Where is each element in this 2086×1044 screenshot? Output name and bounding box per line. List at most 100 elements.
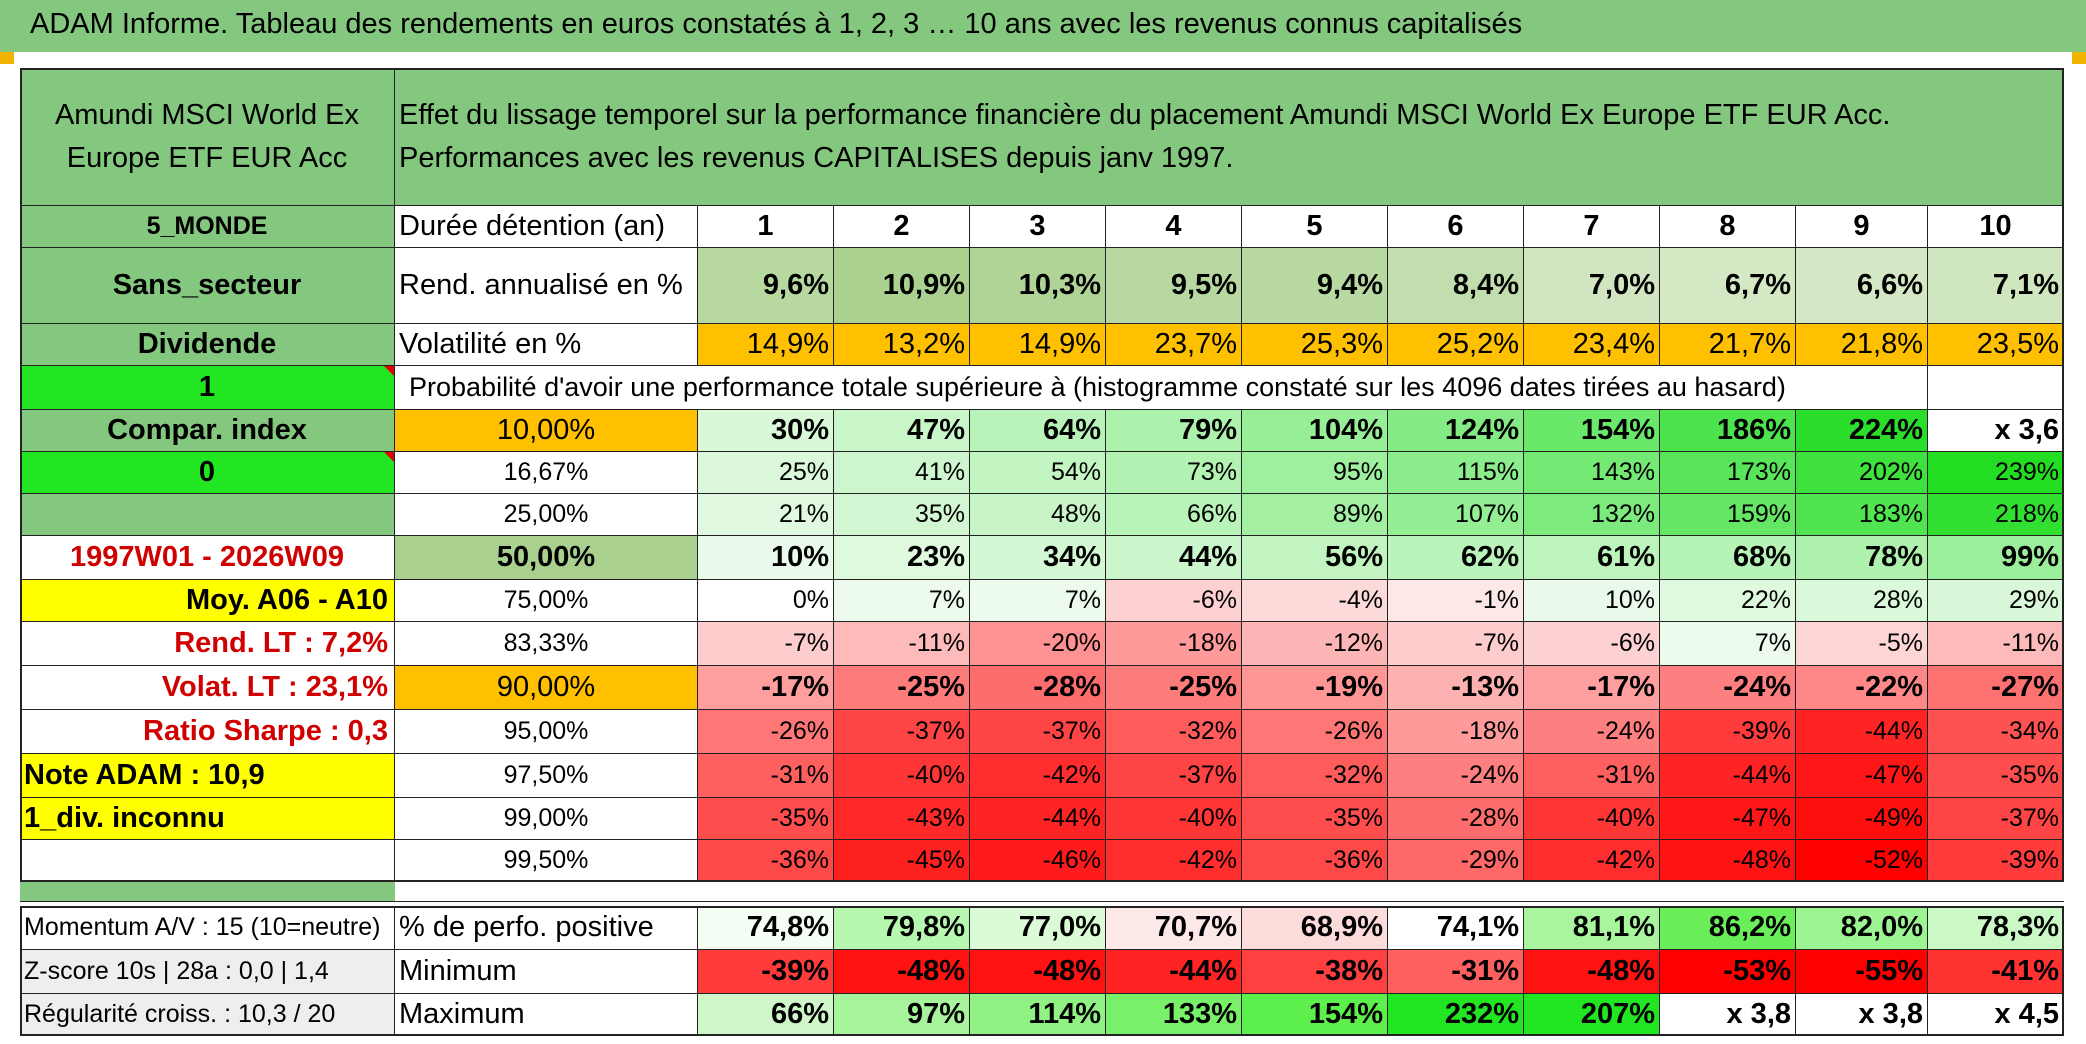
maximum-value: 207% xyxy=(1524,994,1660,1036)
probability-value: 48% xyxy=(970,494,1106,536)
row-label-rend: Rend. annualisé en % xyxy=(395,248,698,324)
percentile-label: 83,33% xyxy=(395,622,698,666)
probability-value: -11% xyxy=(834,622,970,666)
year-header: 4 xyxy=(1106,206,1242,248)
probability-value: x 3,6 xyxy=(1928,410,2064,452)
probability-value: -37% xyxy=(970,710,1106,754)
year-header: 3 xyxy=(970,206,1106,248)
probability-value: 44% xyxy=(1106,536,1242,580)
minimum-value: -44% xyxy=(1106,950,1242,994)
probability-value: 30% xyxy=(698,410,834,452)
sector-label: Sans_secteur xyxy=(20,248,395,324)
probability-value: -46% xyxy=(970,840,1106,882)
probability-value: -1% xyxy=(1388,580,1524,622)
minimum-value: -39% xyxy=(698,950,834,994)
maximum-value: 97% xyxy=(834,994,970,1036)
probability-value: -32% xyxy=(1106,710,1242,754)
note-label: Note ADAM : 10,9 xyxy=(20,754,395,798)
probability-value: -24% xyxy=(1388,754,1524,798)
row-label-duree: Durée détention (an) xyxy=(395,206,698,248)
probability-value: 73% xyxy=(1106,452,1242,494)
perf-positive-value: 74,8% xyxy=(698,906,834,950)
percentile-label: 75,00% xyxy=(395,580,698,622)
probability-value: -27% xyxy=(1928,666,2064,710)
rend-value: 9,6% xyxy=(698,248,834,324)
perf-positive-value: 82,0% xyxy=(1796,906,1928,950)
probability-value: -18% xyxy=(1388,710,1524,754)
probability-value: 54% xyxy=(970,452,1106,494)
probability-value: 10% xyxy=(1524,580,1660,622)
probability-value: 99% xyxy=(1928,536,2064,580)
perf-positive-value: 79,8% xyxy=(834,906,970,950)
year-header: 10 xyxy=(1928,206,2064,248)
probability-value: 68% xyxy=(1660,536,1796,580)
maximum-value: 133% xyxy=(1106,994,1242,1036)
probability-value: 143% xyxy=(1524,452,1660,494)
percentile-label: 25,00% xyxy=(395,494,698,536)
probability-value: -7% xyxy=(1388,622,1524,666)
probability-value: -5% xyxy=(1796,622,1928,666)
probability-value: -24% xyxy=(1524,710,1660,754)
perf-positive-value: 68,9% xyxy=(1242,906,1388,950)
perf-positive-value: 77,0% xyxy=(970,906,1106,950)
rend-value: 6,7% xyxy=(1660,248,1796,324)
probability-value: -25% xyxy=(1106,666,1242,710)
probability-value: -40% xyxy=(1524,798,1660,840)
probability-value: 107% xyxy=(1388,494,1524,536)
row-label-minimum: Minimum xyxy=(395,950,698,994)
probability-value: -36% xyxy=(698,840,834,882)
probability-value: -17% xyxy=(1524,666,1660,710)
probability-value: 25% xyxy=(698,452,834,494)
probability-value: 159% xyxy=(1660,494,1796,536)
minimum-value: -48% xyxy=(834,950,970,994)
maximum-value: 154% xyxy=(1242,994,1388,1036)
volatility-value: 14,9% xyxy=(698,324,834,366)
probability-value: 10% xyxy=(698,536,834,580)
volatility-value: 23,4% xyxy=(1524,324,1660,366)
sharpe-label: Ratio Sharpe : 0,3 xyxy=(20,710,395,754)
perf-positive-value: 78,3% xyxy=(1928,906,2064,950)
probability-value: -47% xyxy=(1796,754,1928,798)
maximum-value: x 3,8 xyxy=(1660,994,1796,1036)
rend-value: 9,4% xyxy=(1242,248,1388,324)
probability-value: -6% xyxy=(1106,580,1242,622)
percentile-label: 90,00% xyxy=(395,666,698,710)
probability-value: 23% xyxy=(834,536,970,580)
fund-name: Amundi MSCI World Ex Europe ETF EUR Acc xyxy=(20,68,395,206)
year-header: 6 xyxy=(1388,206,1524,248)
probability-value: -42% xyxy=(970,754,1106,798)
probability-value: 78% xyxy=(1796,536,1928,580)
probability-value: 104% xyxy=(1242,410,1388,452)
minimum-value: -31% xyxy=(1388,950,1524,994)
probability-value: -52% xyxy=(1796,840,1928,882)
probability-value: -4% xyxy=(1242,580,1388,622)
selector-zero: 0 xyxy=(20,452,395,494)
probability-value: 21% xyxy=(698,494,834,536)
minimum-value: -38% xyxy=(1242,950,1388,994)
probability-value: -35% xyxy=(698,798,834,840)
summary-border xyxy=(20,906,2064,1036)
probability-value: 41% xyxy=(834,452,970,494)
probability-value: 89% xyxy=(1242,494,1388,536)
percentile-label: 95,00% xyxy=(395,710,698,754)
volatility-value: 25,2% xyxy=(1388,324,1524,366)
percentile-label: 99,00% xyxy=(395,798,698,840)
year-header: 2 xyxy=(834,206,970,248)
corner-marker xyxy=(2072,52,2086,64)
probability-value: -40% xyxy=(834,754,970,798)
year-header: 1 xyxy=(698,206,834,248)
probability-value: -7% xyxy=(698,622,834,666)
probability-value: -28% xyxy=(1388,798,1524,840)
probability-value: 61% xyxy=(1524,536,1660,580)
probability-value: -39% xyxy=(1928,840,2064,882)
probability-value: -26% xyxy=(1242,710,1388,754)
rend-lt-label: Rend. LT : 7,2% xyxy=(20,622,395,666)
probability-value: -42% xyxy=(1524,840,1660,882)
probability-value: 56% xyxy=(1242,536,1388,580)
probability-value: 186% xyxy=(1660,410,1796,452)
probability-value: 202% xyxy=(1796,452,1928,494)
probability-value: -19% xyxy=(1242,666,1388,710)
div-label: 1_div. inconnu xyxy=(20,798,395,840)
probability-value: -6% xyxy=(1524,622,1660,666)
probability-value: 35% xyxy=(834,494,970,536)
